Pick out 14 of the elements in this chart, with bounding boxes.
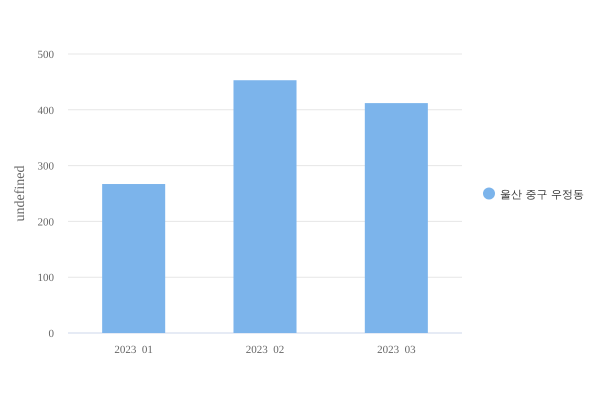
x-tick-label: 2023 01 <box>114 344 153 356</box>
y-tick-label: 500 <box>38 49 54 61</box>
y-axis-title: undefined <box>13 166 28 222</box>
bar <box>102 184 166 333</box>
legend-label: 울산 중구 우정동 <box>500 188 584 201</box>
y-tick-label: 0 <box>48 328 54 340</box>
y-tick-label: 100 <box>38 272 54 284</box>
y-tick-label: 200 <box>38 216 54 228</box>
bar <box>233 80 297 333</box>
y-tick-label: 300 <box>38 160 54 173</box>
x-tick-label: 2023 03 <box>377 344 416 356</box>
bar <box>364 103 428 333</box>
x-tick-label: 2023 02 <box>246 344 284 356</box>
y-tick-label: 400 <box>38 104 54 117</box>
